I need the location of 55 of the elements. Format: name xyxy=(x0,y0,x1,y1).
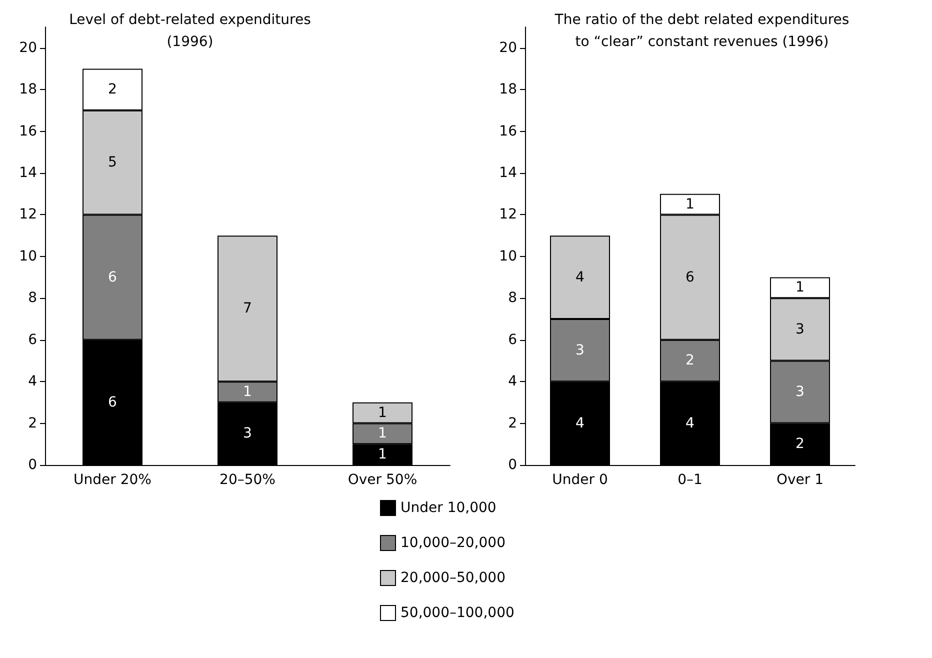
data-label: 3 xyxy=(796,384,804,400)
data-label: 1 xyxy=(243,384,252,400)
data-label: 1 xyxy=(686,196,694,212)
data-label: 2 xyxy=(796,436,804,452)
data-label: 4 xyxy=(576,415,585,432)
y-tick-label: 8 xyxy=(28,290,37,306)
y-tick-label: 20 xyxy=(499,40,517,56)
data-label: 2 xyxy=(108,82,117,98)
y-tick-label: 12 xyxy=(19,206,37,223)
x-tick-label: 0–1 xyxy=(678,472,702,488)
y-tick-label: 16 xyxy=(19,123,38,140)
data-label: 1 xyxy=(796,280,804,296)
y-tick-label: 10 xyxy=(19,248,37,264)
data-label: 1 xyxy=(378,404,387,421)
data-label: 1 xyxy=(378,426,387,442)
x-tick-label: Over 50% xyxy=(348,472,418,488)
data-label: 6 xyxy=(686,269,695,286)
data-label: 6 xyxy=(108,394,118,410)
y-tick-label: 18 xyxy=(19,82,37,98)
y-tick-label: 6 xyxy=(508,332,518,348)
y-tick-label: 14 xyxy=(19,165,38,181)
x-tick-label: Over 1 xyxy=(776,472,824,488)
x-tick-label: 20–50% xyxy=(220,472,276,488)
data-label: 3 xyxy=(243,426,252,442)
y-tick-label: 2 xyxy=(508,415,517,432)
legend-label: 50,000–100,000 xyxy=(400,605,514,621)
data-label: 5 xyxy=(108,154,117,171)
data-label: 3 xyxy=(796,321,804,338)
y-tick-label: 20 xyxy=(19,40,37,56)
x-tick-label: Under 20% xyxy=(74,472,152,488)
y-tick-label: 16 xyxy=(499,123,518,140)
y-tick-label: 8 xyxy=(508,290,517,306)
chart-title: The ratio of the debt related expenditures to “clear” constant revenues (1996) xyxy=(554,12,850,50)
data-label: 7 xyxy=(243,300,252,317)
y-tick-label: 6 xyxy=(28,332,38,348)
y-tick-label: 0 xyxy=(28,457,37,473)
x-tick-label: Under 0 xyxy=(552,472,608,488)
y-tick-label: 12 xyxy=(499,206,517,223)
data-label: 1 xyxy=(378,446,387,463)
data-label: 3 xyxy=(576,342,584,358)
y-tick-label: 14 xyxy=(499,165,518,181)
y-tick-label: 4 xyxy=(508,374,518,390)
legend-label: Under 10,000 xyxy=(400,500,496,516)
legend-label: 20,000–50,000 xyxy=(400,570,506,586)
y-tick-label: 18 xyxy=(499,82,517,98)
chart-title: Level of debt-related expenditures (1996) xyxy=(69,12,311,50)
y-tick-label: 4 xyxy=(28,374,38,390)
data-label: 6 xyxy=(108,269,118,286)
y-tick-label: 0 xyxy=(508,457,517,473)
y-tick-label: 10 xyxy=(499,248,517,264)
data-label: 4 xyxy=(576,269,585,286)
data-label: 4 xyxy=(686,415,695,432)
data-label: 2 xyxy=(686,352,694,369)
y-tick-label: 2 xyxy=(28,415,37,432)
legend-label: 10,000–20,000 xyxy=(400,535,506,551)
